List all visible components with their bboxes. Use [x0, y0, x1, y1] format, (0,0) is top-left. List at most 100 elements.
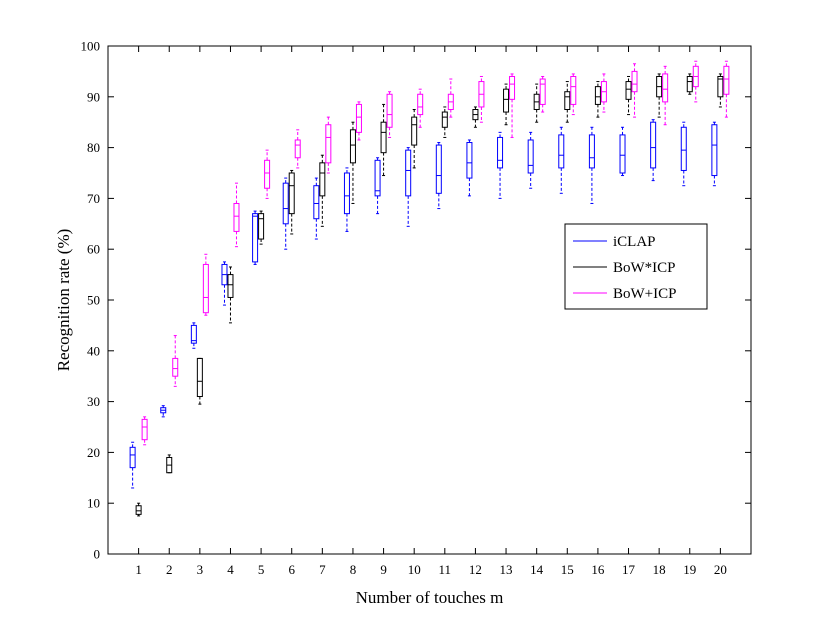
iqr-box	[558, 134, 565, 169]
iqr-box	[588, 134, 595, 169]
box-bow-icp-20	[723, 60, 730, 118]
box-bow-icp-14	[539, 75, 546, 113]
box-bow-icp-14	[533, 83, 540, 123]
x-tick-label: 18	[653, 562, 666, 577]
x-tick-label: 9	[380, 562, 387, 577]
iqr-box	[343, 172, 350, 215]
x-tick-label: 10	[408, 562, 421, 577]
iqr-box	[374, 159, 381, 197]
iqr-box	[564, 91, 571, 111]
x-tick-label: 15	[561, 562, 574, 577]
box-bow-icp-15	[570, 73, 577, 116]
x-tick-label: 7	[319, 562, 326, 577]
iqr-box	[509, 75, 516, 100]
box-bow-icp-17	[631, 63, 638, 118]
x-tick-label: 19	[683, 562, 696, 577]
box-iclap-14	[527, 131, 534, 189]
box-bow-icp-11	[447, 78, 454, 118]
box-iclap-6	[282, 177, 289, 250]
legend: iCLAP BoW*ICP BoW+ICP	[564, 223, 708, 310]
box-bow-icp-19	[686, 73, 693, 95]
box-bow-icp-4	[233, 182, 240, 248]
iqr-box	[135, 505, 142, 515]
iqr-box	[417, 93, 424, 116]
box-bow-icp-9	[380, 103, 387, 177]
x-tick-label: 6	[288, 562, 295, 577]
box-iclap-9	[374, 157, 381, 215]
x-tick-label: 20	[714, 562, 727, 577]
iqr-box	[717, 75, 724, 98]
iqr-box	[282, 182, 289, 225]
iqr-box	[539, 78, 546, 105]
iqr-box	[190, 324, 197, 344]
iqr-box	[619, 134, 626, 174]
x-tick-label: 5	[258, 562, 265, 577]
box-bow-icp-10	[411, 109, 418, 169]
box-bow-icp-11	[441, 106, 448, 138]
iqr-box	[252, 213, 259, 263]
y-tick-label: 70	[87, 191, 100, 206]
box-iclap-13	[497, 131, 504, 199]
iqr-box	[233, 202, 240, 232]
y-axis-label: Recognition rate (%)	[54, 229, 73, 372]
box-bow-icp-13	[503, 83, 510, 126]
iqr-box	[129, 446, 136, 469]
box-bow-icp-6	[294, 129, 301, 169]
iqr-box	[196, 357, 203, 398]
box-iclap-3	[190, 322, 197, 349]
box-layer	[129, 60, 730, 517]
x-tick-label: 2	[166, 562, 173, 577]
iqr-box	[405, 149, 412, 197]
box-bow-icp-8	[355, 101, 362, 141]
box-bow-icp-16	[600, 73, 607, 113]
x-tick-label: 8	[350, 562, 357, 577]
box-bow-icp-12	[478, 75, 485, 123]
box-iclap-12	[466, 139, 473, 197]
iqr-box	[625, 81, 632, 100]
iqr-box	[662, 73, 669, 103]
x-tick-label: 3	[197, 562, 204, 577]
iqr-box	[202, 263, 209, 314]
box-bow-icp-3	[202, 253, 209, 316]
x-tick-label: 14	[530, 562, 544, 577]
box-bow-icp-8	[349, 121, 356, 204]
box-bow-icp-20	[717, 73, 724, 108]
y-tick-label: 10	[87, 496, 100, 511]
iqr-box	[466, 142, 473, 179]
x-tick-label: 13	[500, 562, 513, 577]
box-bow-icp-5	[264, 149, 271, 199]
box-bow-icp-18	[656, 73, 663, 118]
box-iclap-10	[405, 147, 412, 227]
iqr-box	[319, 162, 326, 197]
box-bow-icp-1	[141, 416, 148, 446]
box-bow-icp-13	[509, 73, 516, 138]
y-tick-label: 30	[87, 394, 100, 409]
y-tick-label: 90	[87, 89, 100, 104]
iqr-box	[313, 185, 320, 220]
box-iclap-15	[558, 126, 565, 194]
iqr-box	[386, 93, 393, 128]
y-tick-label: 100	[81, 39, 101, 54]
box-iclap-2	[160, 405, 167, 418]
legend-label: BoW+ICP	[613, 286, 676, 302]
box-iclap-5	[252, 210, 259, 265]
x-tick-label: 17	[622, 562, 636, 577]
iqr-box	[441, 111, 448, 128]
box-bow-icp-19	[692, 60, 699, 103]
y-tick-label: 50	[87, 293, 100, 308]
box-bow-icp-6	[288, 169, 295, 235]
box-iclap-20	[711, 121, 718, 187]
box-bow-icp-17	[625, 75, 632, 116]
box-iclap-4	[221, 261, 228, 306]
box-bow-icp-18	[662, 65, 669, 126]
iqr-box	[380, 121, 387, 154]
box-bow-icp-1	[135, 502, 142, 517]
box-bow-icp-5	[258, 210, 265, 245]
iqr-box	[325, 124, 332, 164]
x-tick-label: 16	[591, 562, 605, 577]
iqr-box	[349, 129, 356, 164]
iqr-box	[264, 159, 271, 189]
iqr-box	[686, 75, 693, 93]
box-iclap-16	[588, 126, 595, 204]
